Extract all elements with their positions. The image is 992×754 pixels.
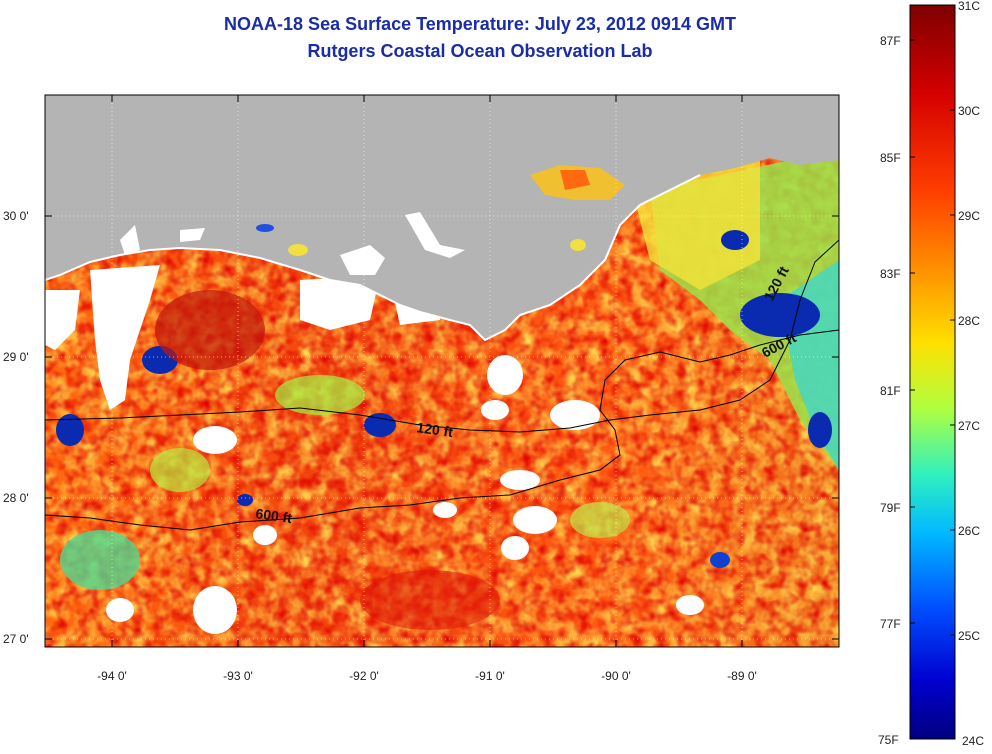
cold-patch: [740, 293, 820, 337]
coastal-lake: [340, 245, 385, 275]
colorbar-label-f: 81F: [880, 384, 901, 398]
colorbar-label-c: 30C: [958, 104, 980, 118]
cloud-mask: [501, 536, 529, 560]
cool-patch: [60, 530, 140, 590]
cloud-mask: [193, 586, 237, 634]
contour-label-120ft: 120 ft: [416, 419, 455, 440]
warm-patch: [360, 570, 500, 630]
coastal-lake: [256, 224, 274, 232]
axis-ticks: [45, 95, 839, 647]
land-mass: [45, 95, 839, 340]
cloud-mask: [550, 400, 600, 430]
cloud-mask: [433, 502, 457, 518]
colorbar-gradient: [909, 4, 956, 740]
cloud-mask: [487, 355, 523, 395]
cool-patch: [275, 375, 365, 415]
colorbar-label-c: 31C: [958, 0, 980, 13]
cloud-mask: [90, 265, 160, 410]
coastal-lake: [288, 244, 308, 256]
colorbar-label-c: 27C: [958, 419, 980, 433]
cloud-mask: [500, 470, 540, 490]
cloud-mask: [45, 290, 80, 350]
colorbar: 31C 30C 29C 28C 27C 26C 25C 24C 87F 85F …: [878, 0, 984, 748]
lon-tick-label: -90 0': [601, 669, 631, 683]
isobath-120ft: [45, 239, 839, 433]
lon-tick-label: -94 0': [97, 669, 127, 683]
colorbar-label-f: 75F: [878, 733, 899, 747]
map-subtitle: Rutgers Coastal Ocean Observation Lab: [307, 41, 653, 61]
colorbar-label-c: 29C: [958, 209, 980, 223]
colorbar-label-c: 24C: [962, 734, 984, 748]
lon-tick-label: -91 0': [475, 669, 505, 683]
cloud-mask: [193, 426, 237, 454]
coastline: [45, 174, 701, 342]
cold-patch: [808, 412, 832, 448]
contour-label-600ft: 600 ft: [255, 505, 294, 526]
cold-patch: [237, 494, 253, 506]
map-title: NOAA-18 Sea Surface Temperature: July 23…: [224, 14, 736, 34]
lon-tick-label: -92 0': [349, 669, 379, 683]
lon-tick-label: -93 0': [223, 669, 253, 683]
lon-tick-label: -89 0': [727, 669, 757, 683]
sst-map: [45, 95, 839, 647]
colorbar-label-f: 87F: [880, 34, 901, 48]
coastal-lake: [120, 225, 140, 255]
graticule: [45, 95, 839, 647]
lat-tick-label: 30 0': [3, 209, 29, 223]
cold-patch: [364, 413, 396, 437]
coastal-lake: [560, 170, 590, 190]
coastal-lake: [570, 239, 586, 251]
lat-tick-label: 28 0': [3, 491, 29, 505]
coastal-lake: [405, 212, 465, 258]
cool-patch: [570, 502, 630, 538]
cold-patch: [710, 552, 730, 568]
cloud-mask: [676, 595, 704, 615]
lat-tick-label: 29 0': [3, 350, 29, 364]
colorbar-label-c: 25C: [958, 629, 980, 643]
cold-patch: [56, 414, 84, 446]
map-frame: [44, 94, 840, 648]
colorbar-label-c: 28C: [958, 314, 980, 328]
coastal-lake: [180, 228, 205, 242]
cloud-mask: [513, 506, 557, 534]
colorbar-label-f: 83F: [880, 267, 901, 281]
cloud-mask: [106, 598, 134, 622]
cloud-mask: [300, 275, 380, 330]
cloud-mask: [481, 400, 509, 420]
colorbar-label-f: 85F: [880, 151, 901, 165]
colorbar-label-c: 26C: [958, 524, 980, 538]
lat-tick-label: 27 0': [3, 632, 29, 646]
isobath-600ft: [45, 329, 839, 531]
colorbar-label-f: 79F: [880, 501, 901, 515]
cold-patch: [721, 230, 749, 250]
cloud-mask: [253, 525, 277, 545]
warm-patch: [155, 290, 265, 370]
colorbar-label-f: 77F: [880, 617, 901, 631]
cool-patch: [150, 448, 210, 492]
